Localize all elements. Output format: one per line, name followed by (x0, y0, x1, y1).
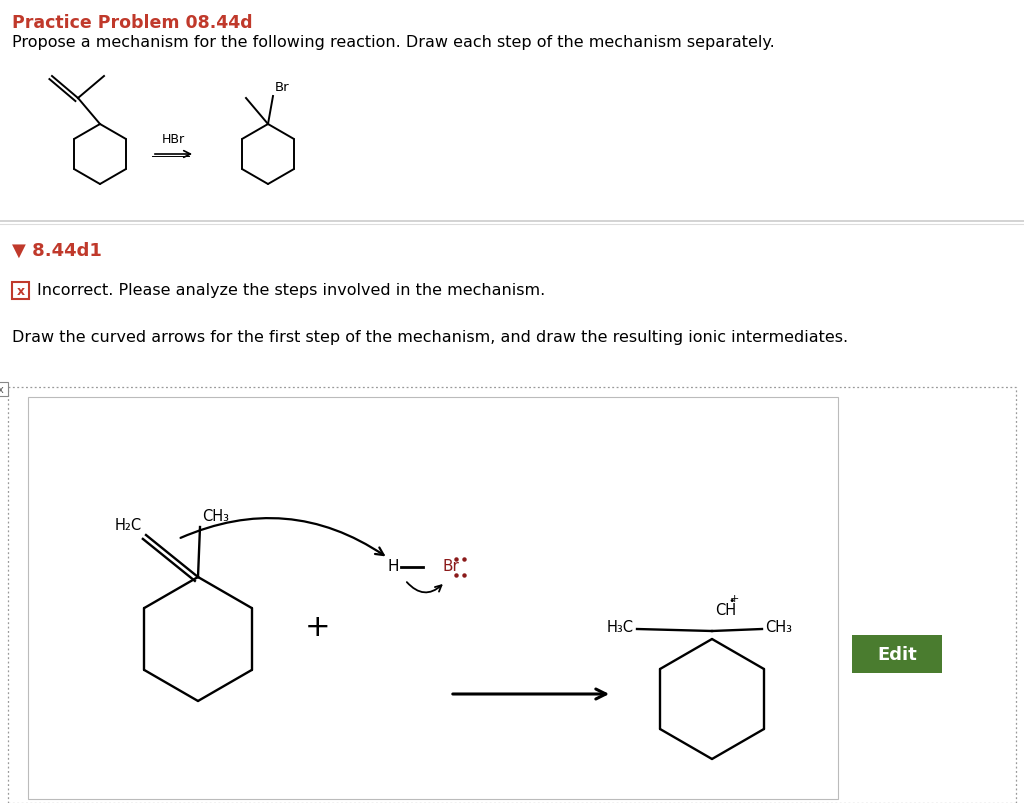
Bar (12, 283, 29, 300)
Bar (852, 635, 942, 673)
Text: Br: Br (442, 559, 459, 574)
Text: Incorrect. Please analyze the steps involved in the mechanism.: Incorrect. Please analyze the steps invo… (37, 283, 545, 298)
Text: x: x (16, 284, 25, 298)
Text: x: x (0, 385, 4, 394)
Text: •: • (729, 595, 735, 605)
Text: +: + (305, 613, 331, 642)
Text: CH₃: CH₃ (765, 620, 792, 634)
Bar (28, 397, 838, 799)
Text: HBr: HBr (162, 132, 185, 146)
Text: Br: Br (275, 81, 290, 94)
Text: CH: CH (715, 602, 736, 618)
Text: CH₃: CH₃ (202, 508, 229, 524)
Text: Edit: Edit (878, 645, 916, 663)
Text: H₂C: H₂C (115, 517, 142, 532)
Text: ▼ 8.44d1: ▼ 8.44d1 (12, 242, 101, 259)
Text: Propose a mechanism for the following reaction. Draw each step of the mechanism : Propose a mechanism for the following re… (12, 35, 775, 50)
Text: Draw the curved arrows for the first step of the mechanism, and draw the resulti: Draw the curved arrows for the first ste… (12, 329, 848, 344)
Bar (0, 382, 8, 397)
Text: H₃C: H₃C (607, 620, 634, 634)
Text: H: H (387, 559, 398, 574)
Text: Practice Problem 08.44d: Practice Problem 08.44d (12, 14, 253, 32)
Text: +: + (729, 593, 738, 603)
